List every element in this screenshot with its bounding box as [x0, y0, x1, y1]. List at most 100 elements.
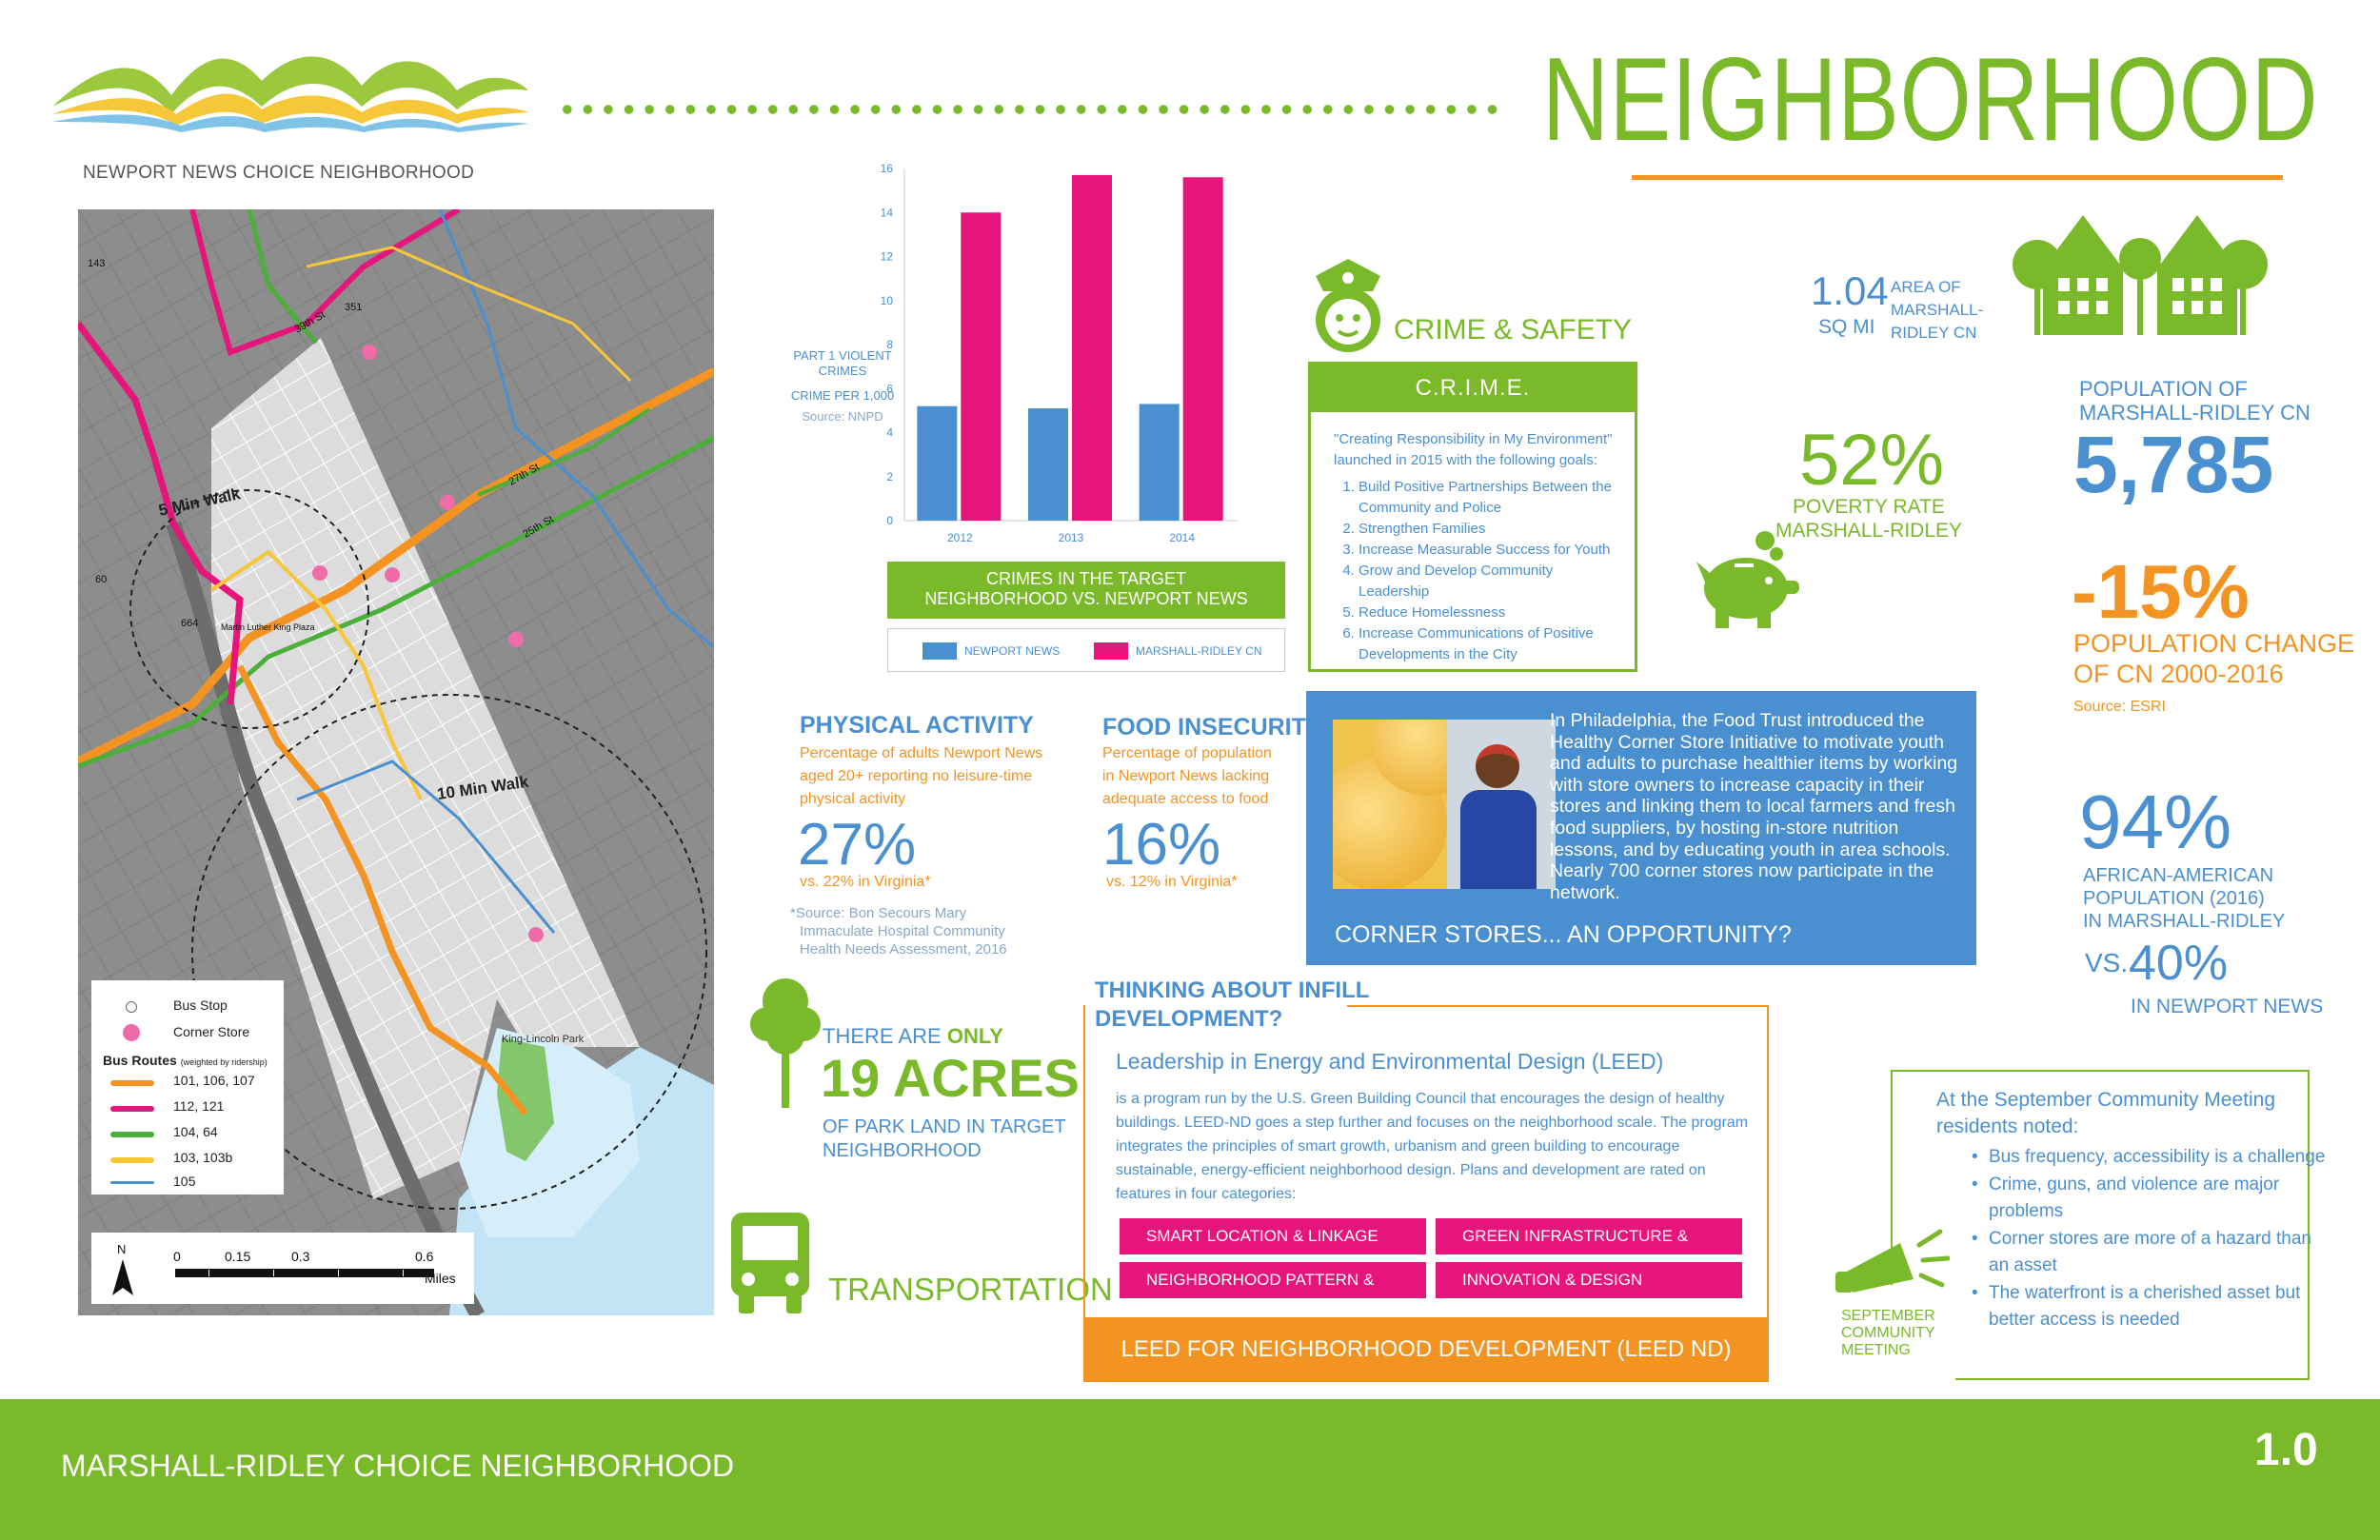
dotted-divider [557, 105, 1499, 114]
crime-intro-line1: "Creating Responsibility in My Environme… [1334, 431, 1613, 447]
legend-swatch-marshall [1094, 642, 1128, 660]
crime-intro: "Creating Responsibility in My Environme… [1311, 412, 1635, 477]
piggy-bank-icon [1696, 531, 1799, 628]
bar-marshall-ridley-2014 [1182, 177, 1223, 521]
y-tick-label: 6 [886, 382, 893, 395]
park-label: King-Lincoln Park [502, 1034, 585, 1045]
chart-legend: NEWPORT NEWS MARSHALL-RIDLEY CN [887, 628, 1285, 672]
logo-caption: NEWPORT NEWS CHOICE NEIGHBORHOOD [83, 163, 475, 183]
photo-child [1447, 720, 1556, 889]
transportation-label: TRANSPORTATION [828, 1272, 1113, 1307]
meeting-note: Crime, guns, and violence are major prob… [1972, 1172, 2331, 1226]
goal-item: Grow and Develop Community Leadership [1359, 561, 1625, 602]
north-label: N [117, 1242, 127, 1256]
y-tick-label: 2 [886, 470, 893, 484]
crime-bar-chart: 0 2 4 6 8 10 12 14 16 2012 2013 2014 [881, 162, 1238, 544]
food-desc-line2: in Newport News lacking [1102, 768, 1270, 784]
chart-ylabel: PART 1 VIOLENT CRIMES CRIME PER 1,000 So… [790, 348, 895, 424]
poverty-label-line1: POVERTY RATE [1793, 496, 1945, 518]
map: 5 Min Walk 10 Min Walk King-Lincoln Park… [78, 209, 714, 1315]
bar-newport-news-2013 [1028, 408, 1068, 521]
leed-heading-line1: THINKING ABOUT INFILL [1095, 977, 1370, 1003]
meeting-icon-label: SEPTEMBER COMMUNITY MEETING [1841, 1308, 1935, 1359]
routes-note: (weighted by ridership) [180, 1057, 268, 1067]
route-label: 105 [173, 1174, 196, 1189]
legend-corner-store: Corner Store [173, 1024, 250, 1039]
scale-bar: N 0 0.15 0.3 0.6 Miles [91, 1233, 474, 1304]
route-351-label: 351 [345, 302, 362, 313]
map-graphic: 5 Min Walk 10 Min Walk King-Lincoln Park… [78, 209, 714, 1315]
legend-swatch-newport [922, 642, 957, 660]
area-label-line2: MARSHALL- [1891, 301, 1984, 319]
aa-compare-label: IN NEWPORT NEWS [2131, 996, 2324, 1017]
north-arrow-icon [112, 1259, 133, 1295]
meeting-note: Bus frequency, accessibility is a challe… [1972, 1144, 2331, 1172]
chart-caption: CRIMES IN THE TARGET NEIGHBORHOOD VS. NE… [887, 562, 1285, 619]
food-title: FOOD INSECURITY [1102, 714, 1322, 740]
footer-title: MARSHALL-RIDLEY CHOICE NEIGHBORHOOD [61, 1449, 735, 1483]
area-label-line1: AREA OF [1891, 278, 1961, 296]
scale-tick-label: 0.15 [225, 1249, 251, 1264]
physical-source: *Source: Bon Secours Mary Immaculate Hos… [790, 904, 1007, 958]
food-desc-line1: Percentage of population [1102, 745, 1272, 761]
footer-bar [0, 1399, 2380, 1540]
meeting-icon-label-line2: COMMUNITY [1841, 1325, 1935, 1341]
y-tick-label: 12 [881, 250, 894, 264]
aa-label-line3: IN MARSHALL-RIDLEY [2083, 911, 2286, 932]
chart-source: Source: NNPD [802, 409, 883, 424]
corner-store-title: CORNER STORES... AN OPPORTUNITY? [1335, 921, 1792, 948]
leed-category-innovation: INNOVATION & DESIGN [1436, 1262, 1742, 1298]
chart-ylabel-line1: PART 1 VIOLENT [793, 348, 892, 363]
crime-intro-line2: launched in 2015 with the following goal… [1334, 452, 1597, 468]
park-desc-line2: OF PARK LAND IN TARGET [823, 1116, 1066, 1137]
physical-source-line2: Immaculate Hospital Community [800, 923, 1005, 939]
route-label: 101, 106, 107 [173, 1073, 255, 1088]
y-tick-label: 10 [881, 294, 894, 307]
park-line1-a: THERE ARE [823, 1024, 942, 1048]
crime-goals: Build Positive Partnerships Between the … [1311, 477, 1635, 665]
corner-store-panel: In Philadelphia, the Food Trust introduc… [1306, 691, 1976, 965]
bar-newport-news-2012 [917, 405, 958, 521]
corner-store-text: In Philadelphia, the Food Trust introduc… [1550, 710, 1958, 903]
leed-footer: LEED FOR NEIGHBORHOOD DEVELOPMENT (LEED … [1083, 1317, 1769, 1382]
goal-item: Increase Communications of Positive Deve… [1359, 623, 1625, 665]
crime-box-title: C.R.I.M.E. [1311, 365, 1635, 412]
african-american-label: AFRICAN-AMERICAN POPULATION (2016) IN MA… [2083, 864, 2285, 933]
y-tick-label: 8 [886, 338, 893, 351]
legend-routes-title: Bus Routes (weighted by ridership) [103, 1053, 268, 1068]
bus-icon [731, 1213, 809, 1313]
african-american-value: 94% [2079, 780, 2232, 864]
goal-item: Increase Measurable Success for Youth [1359, 540, 1625, 561]
route-swatch-orange [110, 1080, 154, 1086]
park-desc: OF PARK LAND IN TARGET NEIGHBORHOOD [823, 1116, 1066, 1163]
population-value: 5,785 [2073, 420, 2274, 509]
route-swatch-pink [110, 1106, 154, 1112]
chart-ylabel-line3: CRIME PER 1,000 [790, 388, 895, 403]
leed-subtitle: Leadership in Energy and Environmental D… [1116, 1049, 1664, 1074]
y-tick-label: 4 [886, 426, 893, 440]
x-tick-label: 2012 [947, 531, 973, 544]
leed-box-topline [1347, 1005, 1769, 1007]
route-label: 104, 64 [173, 1124, 218, 1139]
map-legend: Bus Stop Corner Store Bus Routes (weight… [91, 980, 284, 1194]
park-line1: THERE ARE ONLY [823, 1024, 1003, 1049]
physical-desc-line2: aged 20+ reporting no leisure-time [800, 768, 1033, 784]
routes-title: Bus Routes [103, 1053, 177, 1068]
meeting-intro-line2: residents noted: [1936, 1116, 2079, 1137]
scale-tick-label: 0.3 [291, 1249, 310, 1264]
corner-store-symbol [123, 1024, 140, 1041]
population-change-label: POPULATION CHANGE OF CN 2000-2016 [2073, 628, 2354, 689]
physical-source-line1: *Source: Bon Secours Mary [790, 905, 967, 921]
bar-marshall-ridley-2013 [1072, 174, 1112, 521]
route-label: 103, 103b [173, 1150, 233, 1165]
leed-category-neighborhood-pattern: NEIGHBORHOOD PATTERN & DESIGN [1120, 1262, 1426, 1325]
goal-item: Reduce Homelessness [1359, 602, 1625, 623]
waves-logo [52, 56, 528, 132]
tree-icon [750, 978, 821, 1108]
population-label: POPULATION OF MARSHALL-RIDLEY CN [2079, 377, 2311, 424]
physical-title: PHYSICAL ACTIVITY [800, 712, 1034, 739]
physical-value: 27% [798, 812, 917, 878]
bar-newport-news-2014 [1139, 404, 1180, 521]
meeting-intro-line1: At the September Community Meeting [1936, 1089, 2275, 1111]
physical-source-line3: Health Needs Assessment, 2016 [800, 941, 1007, 958]
